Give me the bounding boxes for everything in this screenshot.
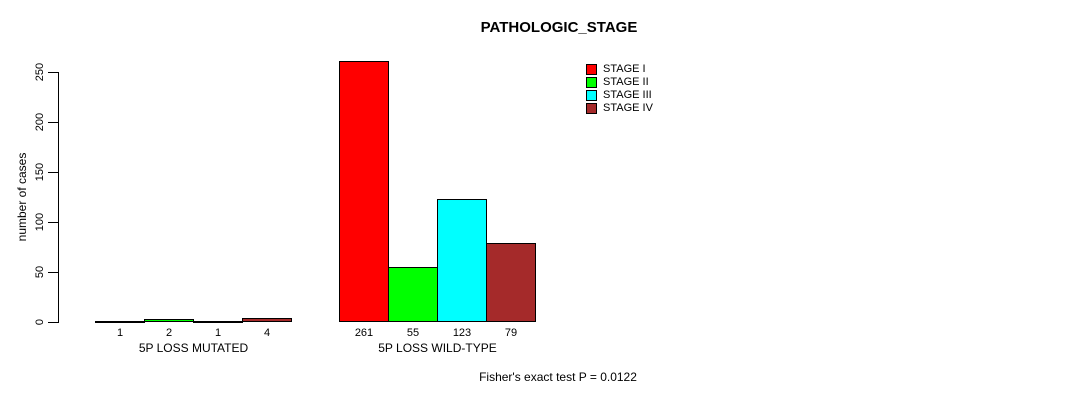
legend-label: STAGE III (603, 89, 652, 101)
legend-swatch-stage-i (586, 64, 597, 75)
bar-stage-iii (193, 321, 243, 323)
bar-value-label: 79 (504, 327, 518, 339)
y-tick-label: 200 (34, 112, 46, 132)
stats-annotation: Fisher's exact test P = 0.0122 (479, 370, 637, 384)
bar-value-label: 261 (354, 327, 374, 339)
legend-label: STAGE II (603, 76, 649, 88)
y-tick-mark (48, 172, 58, 173)
legend-label: STAGE IV (603, 102, 653, 114)
bar-value-label: 123 (452, 327, 472, 339)
chart-title: PATHOLOGIC_STAGE (480, 19, 638, 36)
x-axis-group-label: 5P LOSS WILD-TYPE (378, 341, 497, 355)
bar-value-label: 4 (263, 327, 271, 339)
bar-value-label: 55 (406, 327, 420, 339)
bar-value-label: 1 (116, 327, 124, 339)
y-tick-mark (48, 72, 58, 73)
bar-stage-i (339, 61, 389, 322)
bar-value-label: 2 (165, 327, 173, 339)
bar-stage-iii (437, 199, 487, 322)
y-axis-line (58, 72, 59, 323)
legend-swatch-stage-iii (586, 90, 597, 101)
y-tick-mark (48, 322, 58, 323)
bar-stage-i (95, 321, 145, 323)
bar-stage-ii (144, 319, 194, 322)
bar-stage-iv (486, 243, 536, 322)
legend-swatch-stage-iv (586, 103, 597, 114)
bar-stage-ii (388, 267, 438, 322)
y-tick-label: 0 (34, 318, 46, 326)
y-axis-label: number of cases (15, 152, 29, 242)
legend-label: STAGE I (603, 63, 646, 75)
y-tick-label: 150 (34, 162, 46, 182)
y-tick-mark (48, 222, 58, 223)
y-tick-label: 50 (34, 265, 46, 279)
legend-swatch-stage-ii (586, 77, 597, 88)
y-tick-label: 250 (34, 62, 46, 82)
bar-value-label: 1 (214, 327, 222, 339)
y-tick-label: 100 (34, 212, 46, 232)
y-tick-mark (48, 122, 58, 123)
bar-stage-iv (242, 318, 292, 322)
x-axis-group-label: 5P LOSS MUTATED (138, 341, 249, 355)
y-tick-mark (48, 272, 58, 273)
